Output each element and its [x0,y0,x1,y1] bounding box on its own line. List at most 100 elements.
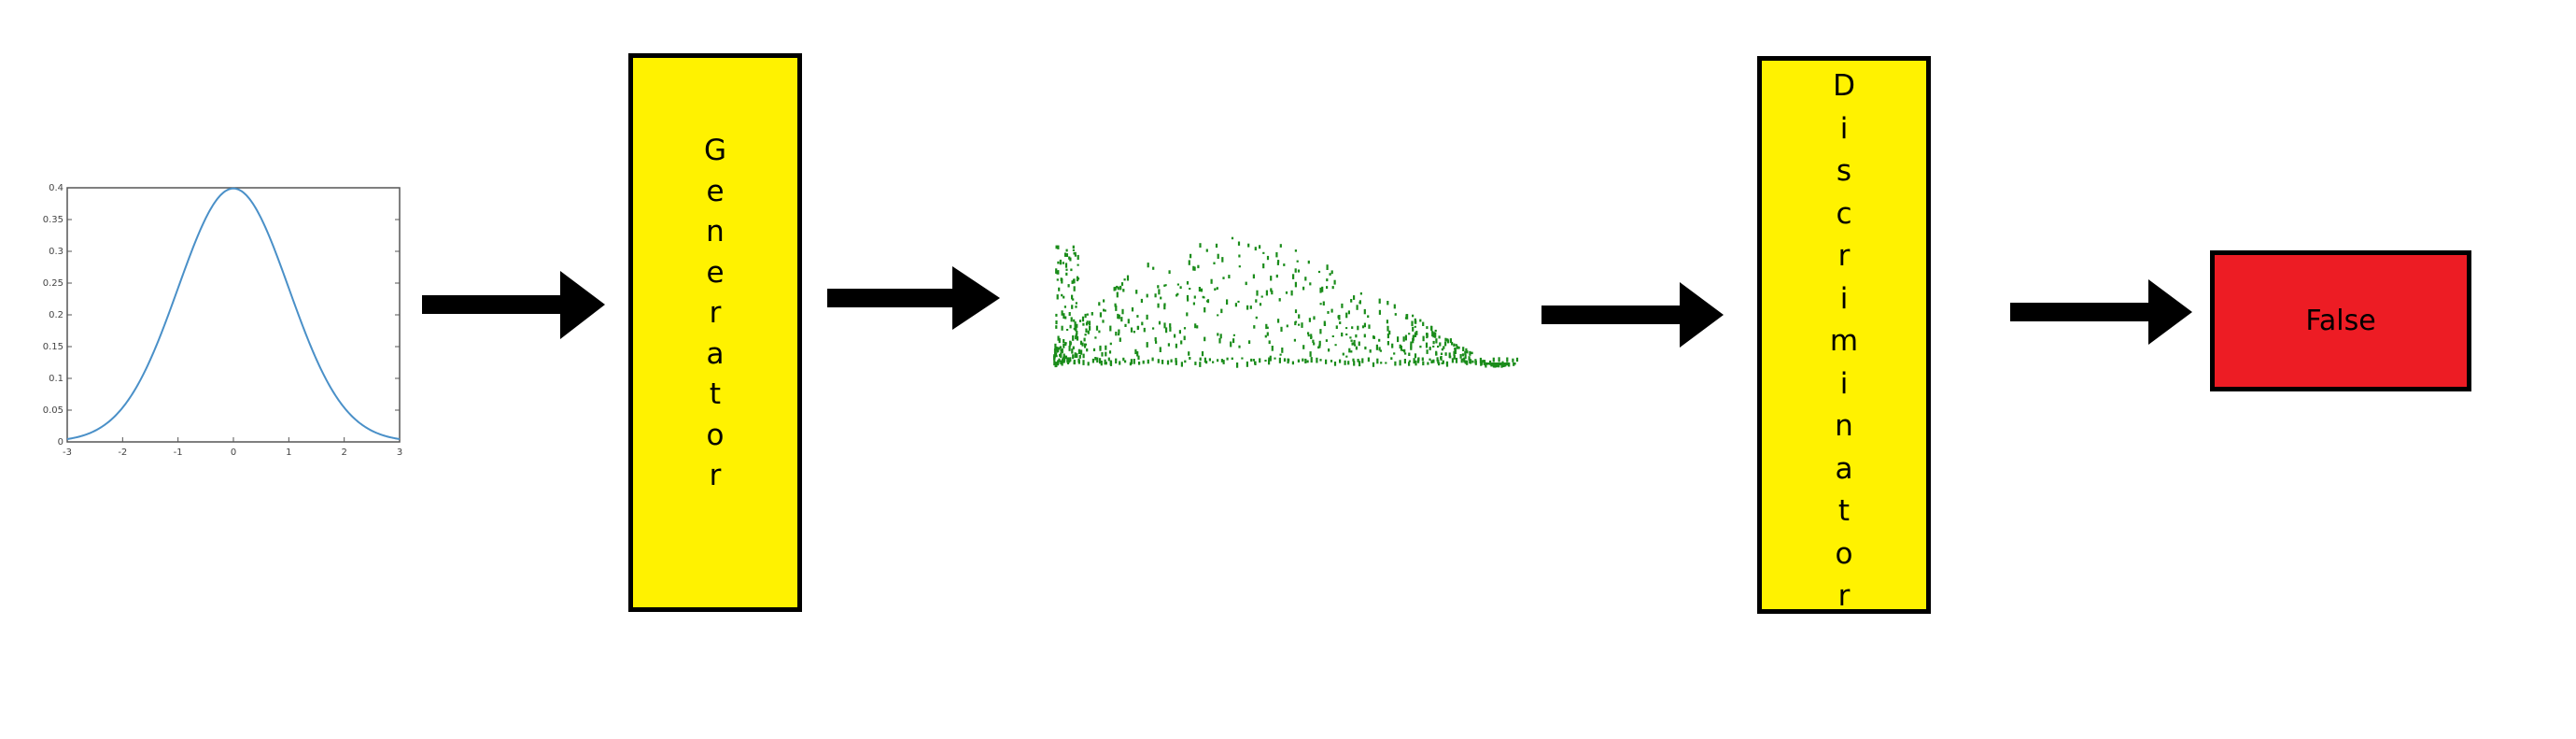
sample-point [1203,296,1205,299]
sample-point [1127,319,1130,324]
sample-point [1401,349,1404,352]
sample-point [1463,357,1466,362]
discriminator-letter: s [1836,154,1852,188]
sample-point [1355,334,1358,338]
sample-point [1454,348,1457,354]
sample-point [1498,357,1500,362]
sample-point [1319,303,1322,306]
sample-point [1119,361,1121,365]
sample-point [1276,262,1279,265]
sample-point [1350,350,1353,353]
sample-point [1222,360,1225,364]
sample-point [1387,325,1389,332]
sample-point [1468,356,1471,361]
sample-point [1115,332,1118,336]
sample-point [1434,332,1437,338]
sample-point [1107,357,1110,362]
sample-point [1302,345,1305,349]
sample-point [1200,288,1204,292]
sample-point [1074,251,1077,255]
sample-point [1130,327,1133,333]
sample-point [1283,263,1286,266]
sample-point [1199,243,1202,248]
sample-point [1259,245,1261,249]
sample-point [1140,298,1143,304]
sample-point [1358,361,1361,367]
sample-point [1508,362,1511,367]
sample-point [1067,284,1070,288]
discriminator-letter: r [1837,239,1851,273]
sample-point [1318,344,1321,348]
sample-point [1063,306,1066,308]
sample-point [1387,333,1389,339]
sample-point [1158,289,1161,295]
sample-point [1430,360,1433,363]
sample-point [1104,309,1106,312]
sample-point [1460,359,1463,363]
sample-point [1234,303,1237,307]
sample-point [1109,360,1112,365]
sample-point [1164,284,1167,287]
sample-point [1461,353,1464,357]
sample-point [1163,322,1166,329]
sample-point [1316,357,1318,363]
sample-point [1354,344,1357,347]
sample-point [1480,361,1483,366]
sample-point [1096,357,1099,363]
sample-point [1064,342,1067,347]
sample-point [1082,360,1085,365]
sample-point [1114,303,1117,307]
sample-point [1063,339,1065,344]
sample-point [1415,360,1417,366]
sample-point [1175,358,1177,362]
sample-point [1069,340,1072,347]
sample-point [1056,271,1059,275]
sample-point [1512,358,1514,362]
sample-point [1205,361,1208,364]
sample-point [1271,290,1274,295]
sample-point [1341,332,1344,337]
generator-letter: e [706,255,725,290]
sample-point [1077,254,1079,260]
sample-point [1278,357,1281,363]
sample-point [1099,347,1102,351]
sample-point [1345,333,1348,336]
sample-point [1155,340,1158,344]
sample-point [1379,349,1382,352]
sample-point [1319,287,1322,293]
sample-point [1217,333,1219,336]
sample-point [1178,330,1181,334]
sample-point [1160,296,1162,300]
sample-point [1121,308,1124,315]
sample-point [1256,290,1259,296]
sample-point [1063,355,1066,362]
sample-point [1094,357,1097,361]
sample-point [1369,349,1372,353]
sample-point [1297,359,1300,362]
sample-point [1184,360,1187,363]
sample-point [1266,332,1269,336]
sample-point [1175,360,1177,365]
sample-point [1278,298,1281,302]
output-false-box: False [2210,250,2471,391]
sample-point [1464,354,1467,360]
sample-point [1217,253,1219,259]
sample-point [1323,322,1327,326]
sample-point [1073,360,1076,365]
sample-point [1275,252,1278,258]
sample-point [1238,265,1241,268]
sample-point [1326,286,1329,290]
sample-point [1368,324,1371,329]
sample-point [1053,348,1057,353]
sample-point [1274,357,1276,360]
sample-point [1453,350,1456,356]
generator-letter: o [706,418,725,452]
sample-point [1167,343,1170,347]
sample-point [1405,314,1408,319]
sample-point [1437,359,1440,364]
sample-point [1352,358,1355,362]
sample-point [1157,303,1160,308]
sample-point [1105,351,1107,357]
sample-point [1068,256,1071,260]
sample-point [1175,343,1177,348]
